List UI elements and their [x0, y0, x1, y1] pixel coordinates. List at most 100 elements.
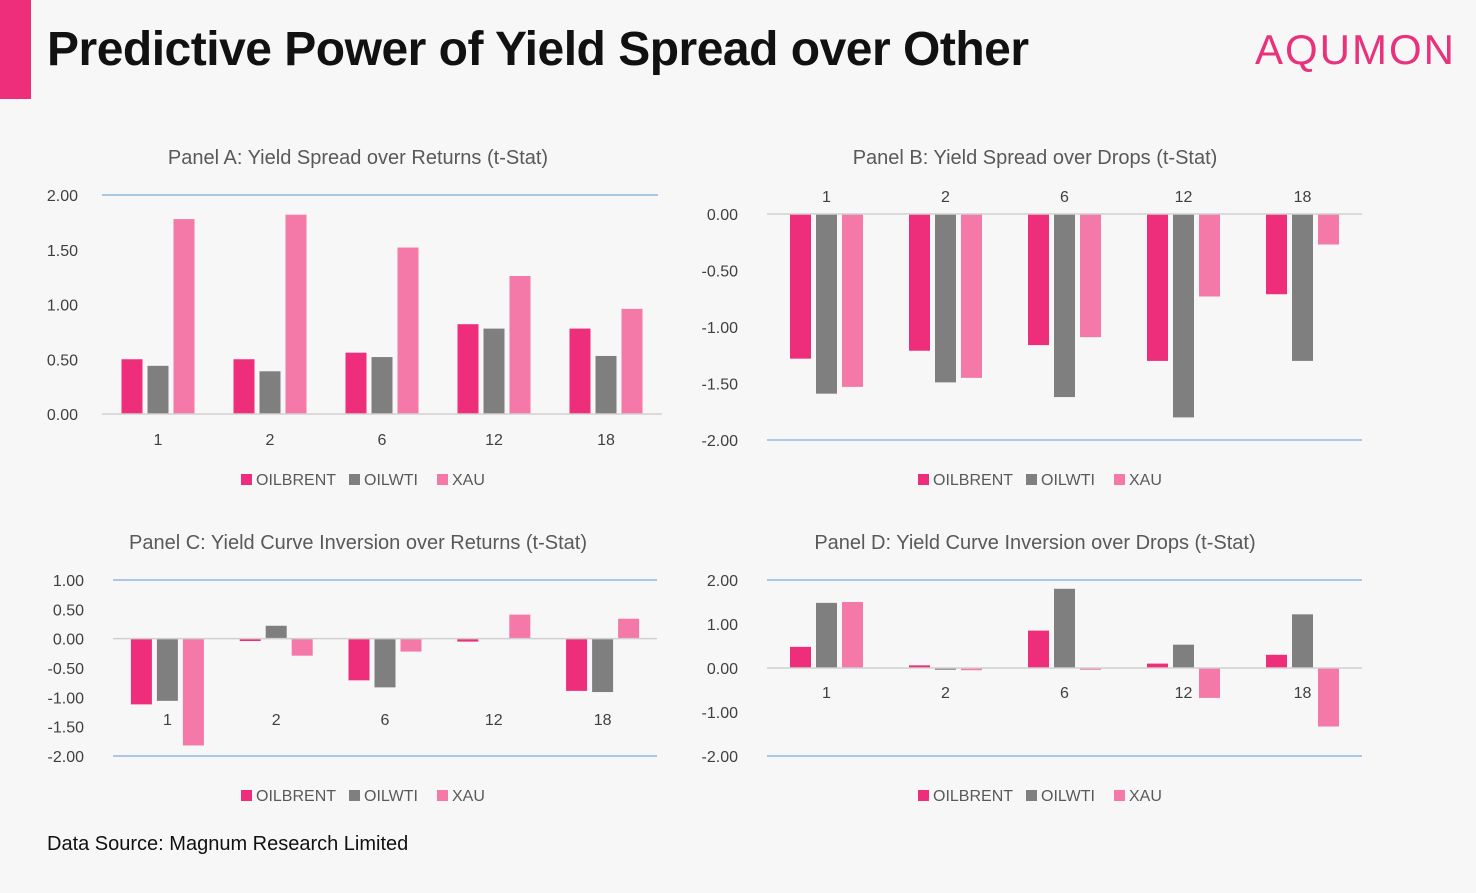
bar-oilbrent-18 [569, 328, 591, 414]
y-tick-label: 0.00 [707, 207, 738, 224]
x-category-label: 1 [154, 432, 163, 449]
legend-label-oilwti: OILWTI [1041, 788, 1095, 805]
chart-title: Panel B: Yield Spread over Drops (t-Stat… [853, 147, 1218, 169]
chart-panel-a: Panel A: Yield Spread over Returns (t-St… [47, 147, 662, 489]
x-category-label: 18 [1294, 685, 1312, 702]
bar-oilbrent-6 [348, 638, 370, 681]
x-category-label: 12 [1175, 685, 1193, 702]
bar-oilwti-18 [595, 355, 617, 414]
y-tick-label: -2.00 [702, 433, 739, 450]
y-tick-label: 1.00 [47, 298, 78, 315]
bar-xau-1 [842, 214, 863, 387]
y-tick-label: -2.00 [702, 749, 739, 766]
bar-xau-18 [621, 308, 643, 414]
y-tick-label: 0.50 [47, 352, 78, 369]
page-title: Predictive Power of Yield Spread over Ot… [47, 23, 1029, 76]
y-tick-label: 1.00 [53, 573, 84, 590]
x-category-label: 12 [485, 712, 503, 729]
legend-swatch-xau [1114, 474, 1125, 485]
bar-oilwti-6 [374, 638, 396, 688]
bar-xau-12 [1199, 214, 1220, 297]
bar-oilwti-18 [592, 638, 614, 693]
legend-swatch-oilbrent [918, 474, 929, 485]
legend-swatch-oilwti [349, 790, 360, 801]
bar-oilwti-12 [1173, 644, 1194, 668]
bar-xau-2 [291, 638, 313, 656]
bar-oilwti-2 [935, 214, 956, 383]
brand-logo: AQUMON [1255, 26, 1456, 73]
legend-swatch-xau [1114, 790, 1125, 801]
chart-title: Panel D: Yield Curve Inversion over Drop… [814, 532, 1255, 554]
legend-label-oilbrent: OILBRENT [256, 788, 336, 805]
bar-oilwti-12 [1173, 214, 1194, 418]
y-tick-label: 2.00 [707, 573, 738, 590]
bar-oilbrent-2 [909, 665, 930, 668]
x-category-label: 1 [822, 189, 831, 206]
y-tick-label: -1.00 [702, 320, 739, 337]
legend-label-xau: XAU [452, 472, 485, 489]
bar-xau-6 [397, 247, 419, 414]
y-tick-label: -1.00 [48, 690, 85, 707]
bar-oilbrent-18 [1266, 654, 1287, 668]
bar-oilwti-2 [265, 625, 287, 639]
bar-xau-1 [842, 602, 863, 668]
bar-xau-18 [1318, 668, 1339, 727]
legend-label-oilwti: OILWTI [364, 472, 418, 489]
y-tick-label: 0.00 [707, 661, 738, 678]
bar-oilbrent-18 [566, 638, 588, 691]
bar-oilwti-6 [371, 357, 393, 414]
legend-swatch-oilwti [1026, 790, 1037, 801]
bar-oilwti-1 [147, 365, 169, 414]
x-category-label: 6 [378, 432, 387, 449]
y-tick-label: 1.00 [707, 617, 738, 634]
bar-oilwti-18 [1292, 214, 1313, 361]
y-tick-label: -1.50 [48, 720, 85, 737]
legend-label-xau: XAU [1129, 472, 1162, 489]
x-category-label: 18 [594, 712, 612, 729]
x-category-label: 6 [381, 712, 390, 729]
chart-panel-b: Panel B: Yield Spread over Drops (t-Stat… [702, 147, 1362, 489]
x-category-label: 18 [1294, 189, 1312, 206]
bar-oilwti-6 [1054, 588, 1075, 668]
x-category-label: 2 [272, 712, 281, 729]
x-category-label: 1 [163, 712, 172, 729]
title-accent-bar [0, 0, 31, 99]
legend-label-oilbrent: OILBRENT [933, 788, 1013, 805]
bar-oilwti-2 [935, 668, 956, 670]
bar-xau-2 [961, 668, 982, 671]
x-category-label: 6 [1060, 685, 1069, 702]
bar-oilbrent-1 [790, 214, 811, 359]
x-category-label: 2 [266, 432, 275, 449]
bar-xau-18 [1318, 214, 1339, 245]
legend-swatch-oilbrent [918, 790, 929, 801]
bar-oilbrent-1 [130, 638, 152, 705]
legend-label-oilwti: OILWTI [1041, 472, 1095, 489]
legend-label-oilbrent: OILBRENT [256, 472, 336, 489]
y-tick-label: 0.00 [53, 632, 84, 649]
bar-oilwti-6 [1054, 214, 1075, 398]
bar-oilwti-18 [1292, 614, 1313, 668]
bar-oilbrent-18 [1266, 214, 1287, 295]
bar-xau-18 [618, 618, 640, 639]
chart-panel-c: Panel C: Yield Curve Inversion over Retu… [48, 532, 657, 805]
bar-xau-12 [509, 614, 531, 639]
chart-panel-d: Panel D: Yield Curve Inversion over Drop… [702, 532, 1362, 805]
bar-oilbrent-6 [1028, 214, 1049, 346]
legend-swatch-oilwti [349, 474, 360, 485]
x-category-label: 18 [597, 432, 615, 449]
bar-oilbrent-12 [1147, 663, 1168, 668]
y-tick-label: 1.50 [47, 243, 78, 260]
bar-xau-6 [400, 638, 422, 652]
y-tick-label: -1.50 [702, 377, 739, 394]
bar-oilwti-1 [816, 602, 837, 668]
bar-xau-6 [1080, 668, 1101, 670]
bar-oilbrent-12 [457, 324, 479, 414]
y-tick-label: 2.00 [47, 188, 78, 205]
y-tick-label: 0.00 [47, 407, 78, 424]
legend-swatch-oilbrent [241, 790, 252, 801]
chart-title: Panel C: Yield Curve Inversion over Retu… [129, 532, 587, 554]
legend-label-xau: XAU [452, 788, 485, 805]
bar-xau-2 [285, 214, 307, 414]
y-tick-label: 0.50 [53, 602, 84, 619]
